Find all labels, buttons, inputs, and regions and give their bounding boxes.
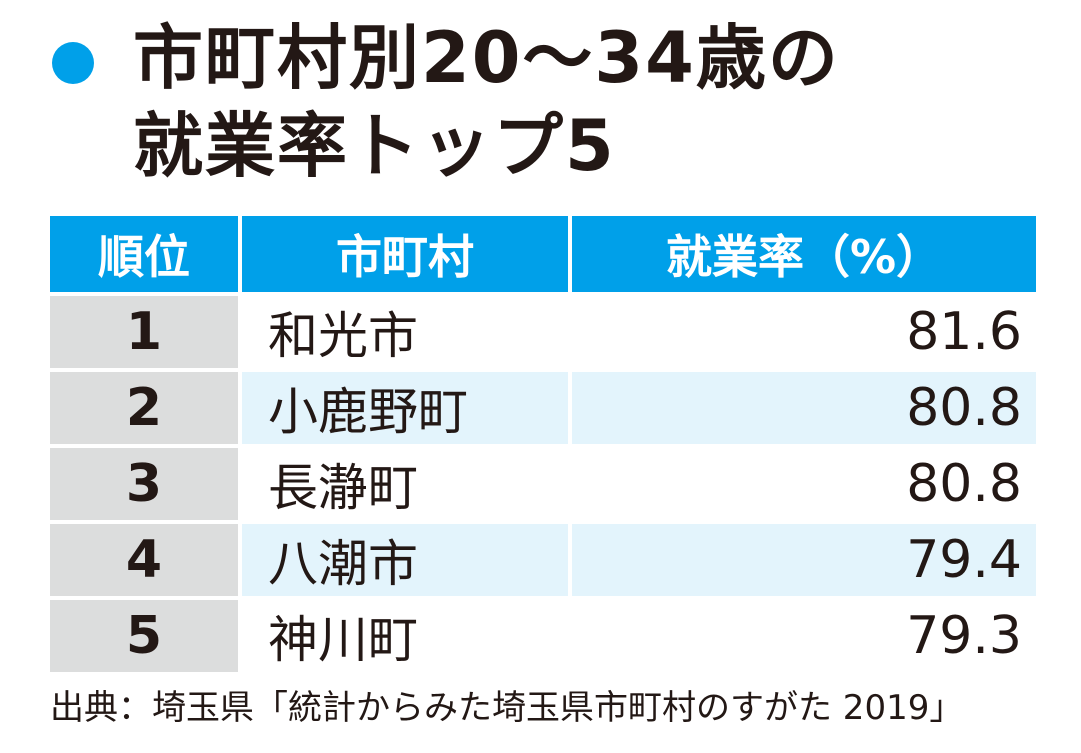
title-bullet-icon — [52, 42, 94, 84]
rank-cell: 4 — [50, 524, 238, 600]
column-header-employment-rate: 就業率（%） — [568, 216, 1036, 296]
municipality-cell: 長瀞町 — [238, 448, 568, 524]
title-line-1: 市町村別20～34歳の — [133, 17, 840, 99]
title-line-2: 就業率トップ5 — [133, 105, 616, 187]
table-row: 2 小鹿野町 80.8 — [50, 372, 1036, 448]
rank-cell: 2 — [50, 372, 238, 448]
municipality-cell: 小鹿野町 — [238, 372, 568, 448]
rate-cell: 80.8 — [568, 372, 1036, 448]
rank-cell: 3 — [50, 448, 238, 524]
rank-cell: 1 — [50, 296, 238, 372]
rate-cell: 79.4 — [568, 524, 1036, 600]
rate-cell: 81.6 — [568, 296, 1036, 372]
rate-cell: 80.8 — [568, 448, 1036, 524]
table-row: 3 長瀞町 80.8 — [50, 448, 1036, 524]
ranking-table: 順位 市町村 就業率（%） 1 和光市 81.6 2 小鹿野町 80.8 3 長… — [50, 216, 1036, 672]
municipality-cell: 和光市 — [238, 296, 568, 372]
rate-cell: 79.3 — [568, 600, 1036, 672]
table-row: 4 八潮市 79.4 — [50, 524, 1036, 600]
table-header-row: 順位 市町村 就業率（%） — [50, 216, 1036, 296]
table-row: 1 和光市 81.6 — [50, 296, 1036, 372]
column-header-municipality: 市町村 — [238, 216, 568, 296]
municipality-cell: 八潮市 — [238, 524, 568, 600]
table-row: 5 神川町 79.3 — [50, 600, 1036, 672]
page-title: 市町村別20～34歳の 就業率トップ5 — [133, 14, 840, 190]
rank-cell: 5 — [50, 600, 238, 672]
municipality-cell: 神川町 — [238, 600, 568, 672]
source-note: 出典：埼玉県「統計からみた埼玉県市町村のすがた 2019」 — [50, 688, 964, 728]
column-header-rank: 順位 — [50, 216, 238, 296]
